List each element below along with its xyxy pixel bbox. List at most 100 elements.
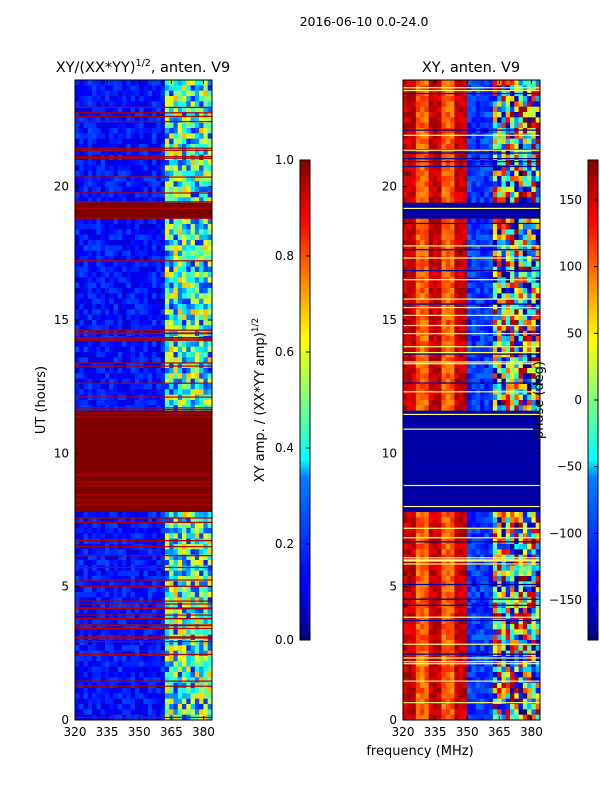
heatmap-cell — [432, 122, 438, 129]
heatmap-cell — [164, 96, 170, 102]
heatmap-cell — [147, 698, 153, 705]
heatmap-cell — [96, 85, 102, 92]
heatmap-cell — [139, 90, 144, 97]
heatmap-cell — [100, 229, 106, 236]
heatmap-cell — [497, 197, 502, 204]
heatmap-cell — [79, 213, 84, 220]
heatmap-cell — [143, 202, 149, 209]
heatmap-cell — [207, 698, 212, 705]
heatmap-cell — [527, 181, 532, 188]
heatmap-cell — [104, 586, 110, 593]
heatmap-cell — [199, 698, 204, 705]
heatmap-cell — [164, 496, 170, 502]
heatmap-cell — [450, 96, 455, 102]
heatmap-cell — [450, 218, 455, 225]
heatmap-cell — [467, 186, 472, 193]
heatmap-cell — [207, 325, 212, 332]
heatmap-cell — [79, 224, 84, 230]
heatmap-cell — [177, 293, 183, 300]
heatmap-cell — [79, 144, 84, 150]
heatmap-cell — [471, 96, 477, 102]
heatmap-cell — [126, 298, 132, 305]
heatmap-cell — [407, 160, 412, 166]
heatmap-cell — [130, 106, 136, 113]
heatmap-cell — [169, 282, 174, 289]
heatmap-cell — [134, 432, 140, 438]
heatmap-cell — [134, 672, 140, 678]
heatmap-cell — [207, 650, 212, 657]
heatmap-cell — [190, 101, 196, 108]
heatmap-cell — [173, 709, 179, 716]
heatmap-cell — [450, 165, 455, 172]
heatmap-cell — [492, 229, 498, 236]
heatmap-cell — [164, 592, 170, 598]
heatmap-cell — [75, 624, 80, 630]
heatmap-cell — [207, 448, 212, 454]
heatmap-cell — [126, 474, 132, 481]
heatmap-cell — [143, 672, 149, 678]
heatmap-cell — [177, 314, 183, 321]
heatmap-cell — [117, 554, 123, 561]
heatmap-cell — [182, 90, 187, 97]
heatmap-cell — [143, 448, 149, 454]
heatmap-cell — [194, 709, 200, 716]
heatmap-cell — [186, 96, 191, 102]
heatmap-cell — [139, 565, 144, 572]
heatmap-cell — [428, 224, 434, 230]
heatmap-cell — [122, 538, 127, 545]
heatmap-cell — [117, 640, 123, 646]
heatmap-cell — [160, 496, 166, 502]
heatmap-cell — [87, 160, 93, 166]
heatmap-cell — [96, 581, 102, 588]
heatmap-cell — [488, 176, 494, 182]
heatmap-cell — [75, 437, 80, 444]
heatmap-cell — [169, 256, 174, 262]
heatmap-cell — [87, 624, 93, 630]
heatmap-cell — [488, 96, 494, 102]
heatmap-cell — [207, 517, 212, 524]
heatmap-cell — [501, 138, 507, 145]
heatmap-cell — [505, 218, 511, 225]
heatmap-cell — [117, 282, 123, 289]
heatmap-cell — [160, 80, 166, 86]
heatmap-cell — [87, 474, 93, 481]
heatmap-cell — [182, 448, 187, 454]
heatmap-cell — [437, 229, 442, 236]
heatmap-cell — [139, 229, 144, 236]
heatmap-cell — [428, 154, 434, 161]
heatmap-cell — [79, 272, 84, 278]
heatmap-cell — [83, 309, 89, 316]
heatmap-cell — [169, 229, 174, 236]
heatmap-cell — [420, 229, 425, 236]
heatmap-cell — [173, 250, 179, 257]
heatmap-cell — [475, 240, 481, 246]
heatmap-cell — [207, 480, 212, 486]
heatmap-cell — [190, 693, 196, 700]
heatmap-cell — [194, 437, 200, 444]
heatmap-cell — [437, 117, 442, 124]
heatmap-cell — [199, 192, 204, 198]
heatmap-cell — [156, 298, 162, 305]
heatmap-cell — [75, 101, 80, 108]
heatmap-cell — [488, 218, 494, 225]
heatmap-cell — [92, 506, 97, 513]
heatmap-cell — [190, 474, 196, 481]
heatmap-cell — [488, 101, 494, 108]
heatmap-cell — [100, 442, 106, 449]
heatmap-cell — [147, 453, 153, 460]
heatmap-cell — [104, 464, 110, 470]
heatmap-cell — [518, 208, 524, 214]
heatmap-cell — [445, 170, 451, 177]
heatmap-cell — [139, 160, 144, 166]
heatmap-cell — [182, 586, 187, 593]
heatmap-cell — [96, 496, 102, 502]
heatmap-cell — [207, 314, 212, 321]
heatmap-cell — [156, 656, 162, 662]
heatmap-cell — [147, 208, 153, 214]
heatmap-cell — [100, 149, 106, 156]
heatmap-cell — [203, 298, 209, 305]
heatmap-cell — [109, 629, 114, 636]
flagged-time-line — [75, 600, 212, 602]
heatmap-cell — [130, 586, 136, 593]
heatmap-cell — [126, 218, 132, 225]
